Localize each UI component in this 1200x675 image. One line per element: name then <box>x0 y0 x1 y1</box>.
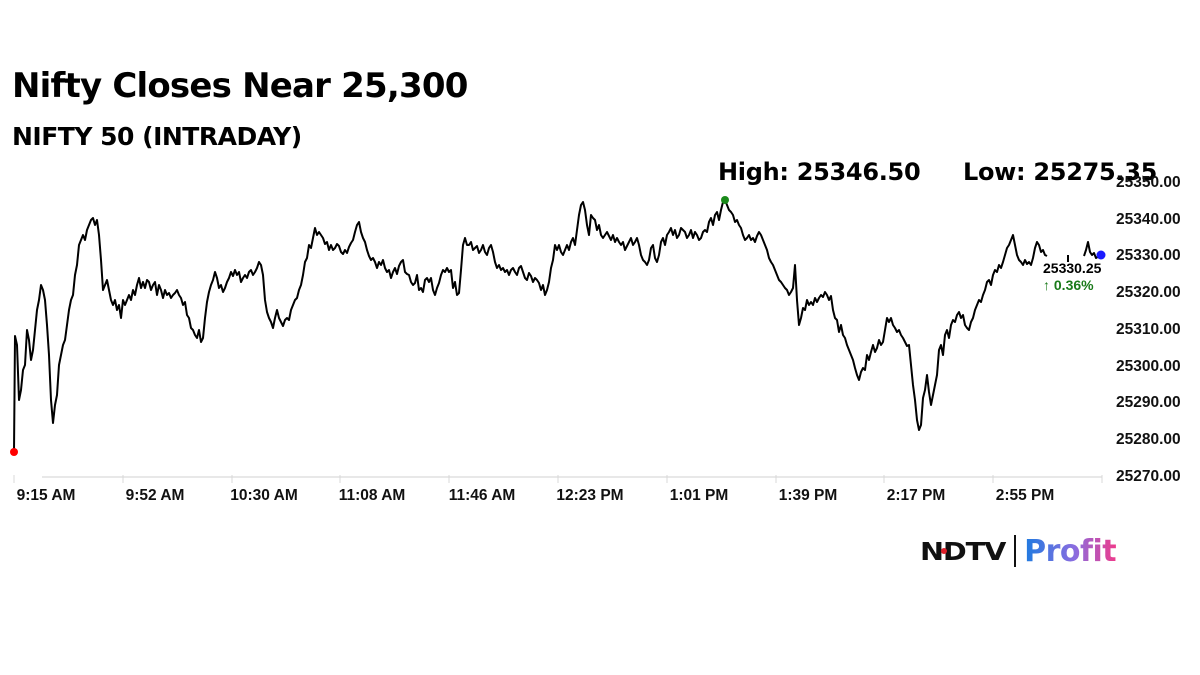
x-tick-label: 1:39 PM <box>778 487 838 504</box>
last-change-label: ↑ 0.36% <box>1043 277 1094 293</box>
x-tick-label: 9:15 AM <box>16 487 76 504</box>
x-tick-label: 12:23 PM <box>556 487 624 504</box>
chart-subtitle: NIFTY 50 (INTRADAY) <box>12 122 302 151</box>
ndtv-profit-logo: NDTV Profit <box>920 533 1117 569</box>
x-tick-label: 1:01 PM <box>669 487 729 504</box>
y-tick-label: 25320.00 <box>1116 284 1181 301</box>
x-tick-label: 10:30 AM <box>230 487 298 504</box>
x-tick-label: 11:46 AM <box>448 487 516 504</box>
y-tick-label: 25340.00 <box>1116 211 1181 228</box>
last-price-label: 25330.25 <box>1043 260 1102 276</box>
chart-title: Nifty Closes Near 25,300 <box>12 66 468 106</box>
y-tick-label: 25350.00 <box>1116 174 1181 191</box>
x-tick-label: 11:08 AM <box>338 487 406 504</box>
last-price-marker <box>1096 250 1106 260</box>
x-tick-label: 2:55 PM <box>995 487 1055 504</box>
y-tick-label: 25300.00 <box>1116 358 1181 375</box>
y-tick-label: 25280.00 <box>1116 431 1181 448</box>
low-marker <box>10 448 18 456</box>
y-tick-label: 25270.00 <box>1116 468 1181 485</box>
price-line-tail-2 <box>1083 241 1100 259</box>
price-line <box>13 199 1048 453</box>
profit-wordmark: Profit <box>1024 533 1117 569</box>
ndtv-wordmark: NDTV <box>920 536 1006 566</box>
y-tick-label: 25290.00 <box>1116 394 1181 411</box>
y-tick-label: 25330.00 <box>1116 247 1181 264</box>
x-tick-label: 9:52 AM <box>125 487 185 504</box>
ndtv-red-dot-icon <box>941 548 947 554</box>
x-axis-ticks <box>13 475 1103 483</box>
x-tick-label: 2:17 PM <box>886 487 946 504</box>
y-tick-label: 25310.00 <box>1116 321 1181 338</box>
logo-divider <box>1014 535 1017 567</box>
day-low-label: Low: 25275.35 <box>963 158 1158 186</box>
day-high-label: High: 25346.50 <box>718 158 921 186</box>
high-marker <box>721 196 729 204</box>
